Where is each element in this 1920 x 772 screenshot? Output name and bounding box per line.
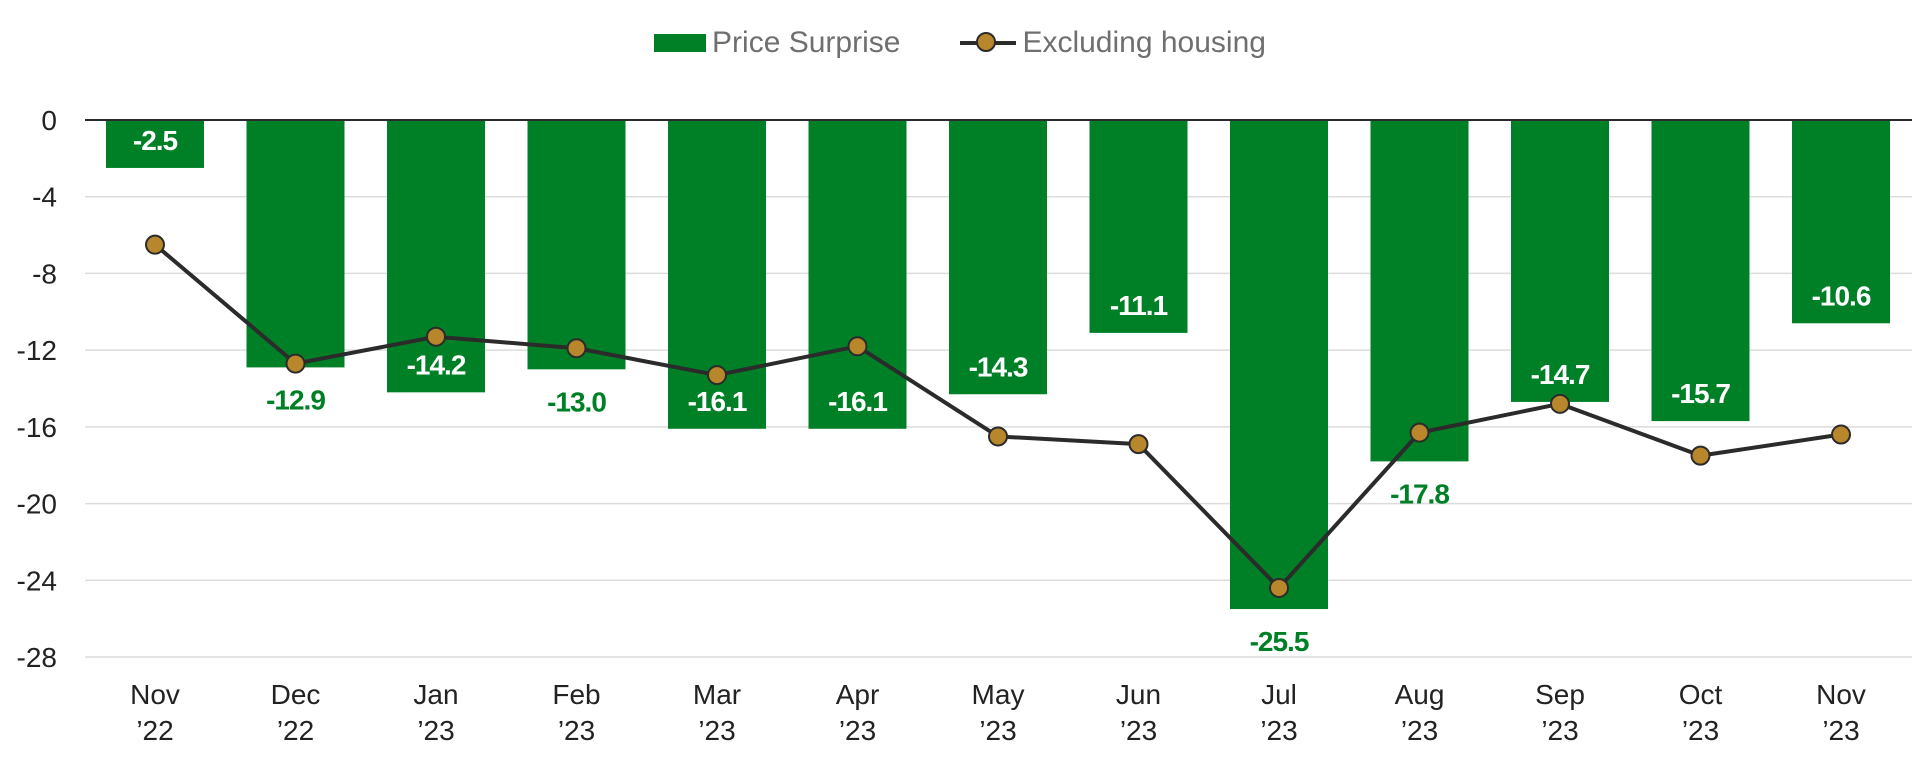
point-excluding-housing	[1550, 393, 1570, 414]
point-excluding-housing	[1690, 445, 1711, 466]
bar-price-surprise	[949, 120, 1047, 395]
bar-data-label: -15.7	[1671, 378, 1730, 409]
y-tick-label: -12	[17, 335, 57, 366]
legend-item-price-surprise: Price Surprise	[654, 26, 900, 60]
y-tick-label: -24	[17, 565, 57, 596]
x-tick-label-month: May	[972, 679, 1025, 710]
bar-price-surprise	[106, 120, 204, 168]
y-tick-label: -8	[32, 258, 57, 289]
x-tick-label-year: ’22	[136, 715, 173, 746]
x-tick-label-year: ’23	[1822, 715, 1859, 746]
x-tick-label-month: Dec	[271, 679, 321, 710]
point-excluding-housing	[285, 353, 306, 374]
x-tick-label-year: ’23	[1401, 715, 1438, 746]
x-tick-label-year: ’23	[698, 715, 735, 746]
bar-data-label: -14.2	[407, 349, 466, 380]
legend: Price Surprise Excluding housing	[0, 26, 1920, 60]
bar-price-surprise	[1230, 120, 1328, 610]
bar-data-label: -11.1	[1110, 290, 1168, 321]
bar-price-surprise	[808, 120, 907, 429]
point-excluding-housing	[988, 426, 1008, 447]
point-excluding-housing	[1269, 577, 1289, 598]
x-tick-label-month: Jul	[1261, 679, 1297, 710]
point-excluding-housing	[1831, 424, 1851, 445]
bar-data-label: -25.5	[1250, 626, 1309, 657]
bar-price-surprise	[387, 120, 485, 393]
bar-data-label: -2.5	[133, 125, 178, 156]
y-tick-label: -28	[17, 642, 57, 673]
legend-bar-swatch-icon	[654, 34, 707, 52]
point-excluding-housing	[426, 326, 446, 347]
bar-price-surprise	[1089, 120, 1188, 333]
x-tick-label-month: Oct	[1679, 679, 1723, 710]
legend-item-excluding-housing: Excluding housing	[960, 26, 1266, 60]
point-excluding-housing	[1409, 422, 1430, 443]
legend-line-marker-icon	[960, 31, 1017, 55]
point-excluding-housing	[707, 365, 727, 386]
x-tick-label-month: Feb	[552, 679, 600, 710]
y-tick-label: -20	[17, 489, 57, 520]
bar-price-surprise	[1651, 120, 1750, 422]
x-tick-label-year: ’23	[979, 715, 1016, 746]
bar-data-label: -16.1	[828, 386, 887, 417]
legend-label-price-surprise: Price Surprise	[712, 26, 901, 59]
bar-data-label: -14.3	[969, 351, 1028, 382]
x-tick-label-month: Apr	[836, 679, 880, 710]
x-tick-label-year: ’23	[1541, 715, 1578, 746]
y-tick-label: 0	[41, 105, 57, 136]
x-tick-label-month: Jan	[413, 679, 458, 710]
bar-price-surprise	[1511, 120, 1609, 402]
bar-price-surprise	[527, 120, 626, 370]
x-tick-label-year: ’23	[1260, 715, 1297, 746]
bar-price-surprise	[1370, 120, 1469, 462]
x-tick-label-month: Aug	[1395, 679, 1445, 710]
point-excluding-housing	[145, 234, 165, 255]
x-tick-label-month: Nov	[1816, 679, 1866, 710]
bar-data-label: -16.1	[688, 386, 747, 417]
y-tick-label: -16	[17, 412, 57, 443]
point-excluding-housing	[566, 338, 587, 359]
x-tick-label-year: ’23	[1682, 715, 1719, 746]
x-tick-label-month: Nov	[130, 679, 180, 710]
x-tick-label-month: Mar	[693, 679, 741, 710]
x-tick-label-year: ’23	[1120, 715, 1157, 746]
bar-data-label: -12.9	[266, 384, 325, 415]
bar-price-surprise	[1792, 120, 1890, 324]
x-tick-label-year: ’23	[558, 715, 595, 746]
legend-label-excluding-housing: Excluding housing	[1022, 26, 1266, 59]
x-tick-label-year: ’23	[417, 715, 454, 746]
bar-data-label: -17.8	[1390, 478, 1449, 509]
x-tick-label-year: ’22	[277, 715, 314, 746]
bar-data-label: -10.6	[1812, 280, 1871, 311]
point-excluding-housing	[1128, 434, 1149, 455]
point-excluding-housing	[847, 336, 868, 357]
x-tick-label-year: ’23	[839, 715, 876, 746]
y-tick-label: -4	[32, 182, 57, 213]
bar-data-label: -13.0	[547, 386, 606, 417]
bar-price-surprise	[246, 120, 345, 368]
x-tick-label-month: Jun	[1116, 679, 1161, 710]
x-tick-label-month: Sep	[1535, 679, 1585, 710]
bar-data-label: -14.7	[1531, 359, 1590, 390]
